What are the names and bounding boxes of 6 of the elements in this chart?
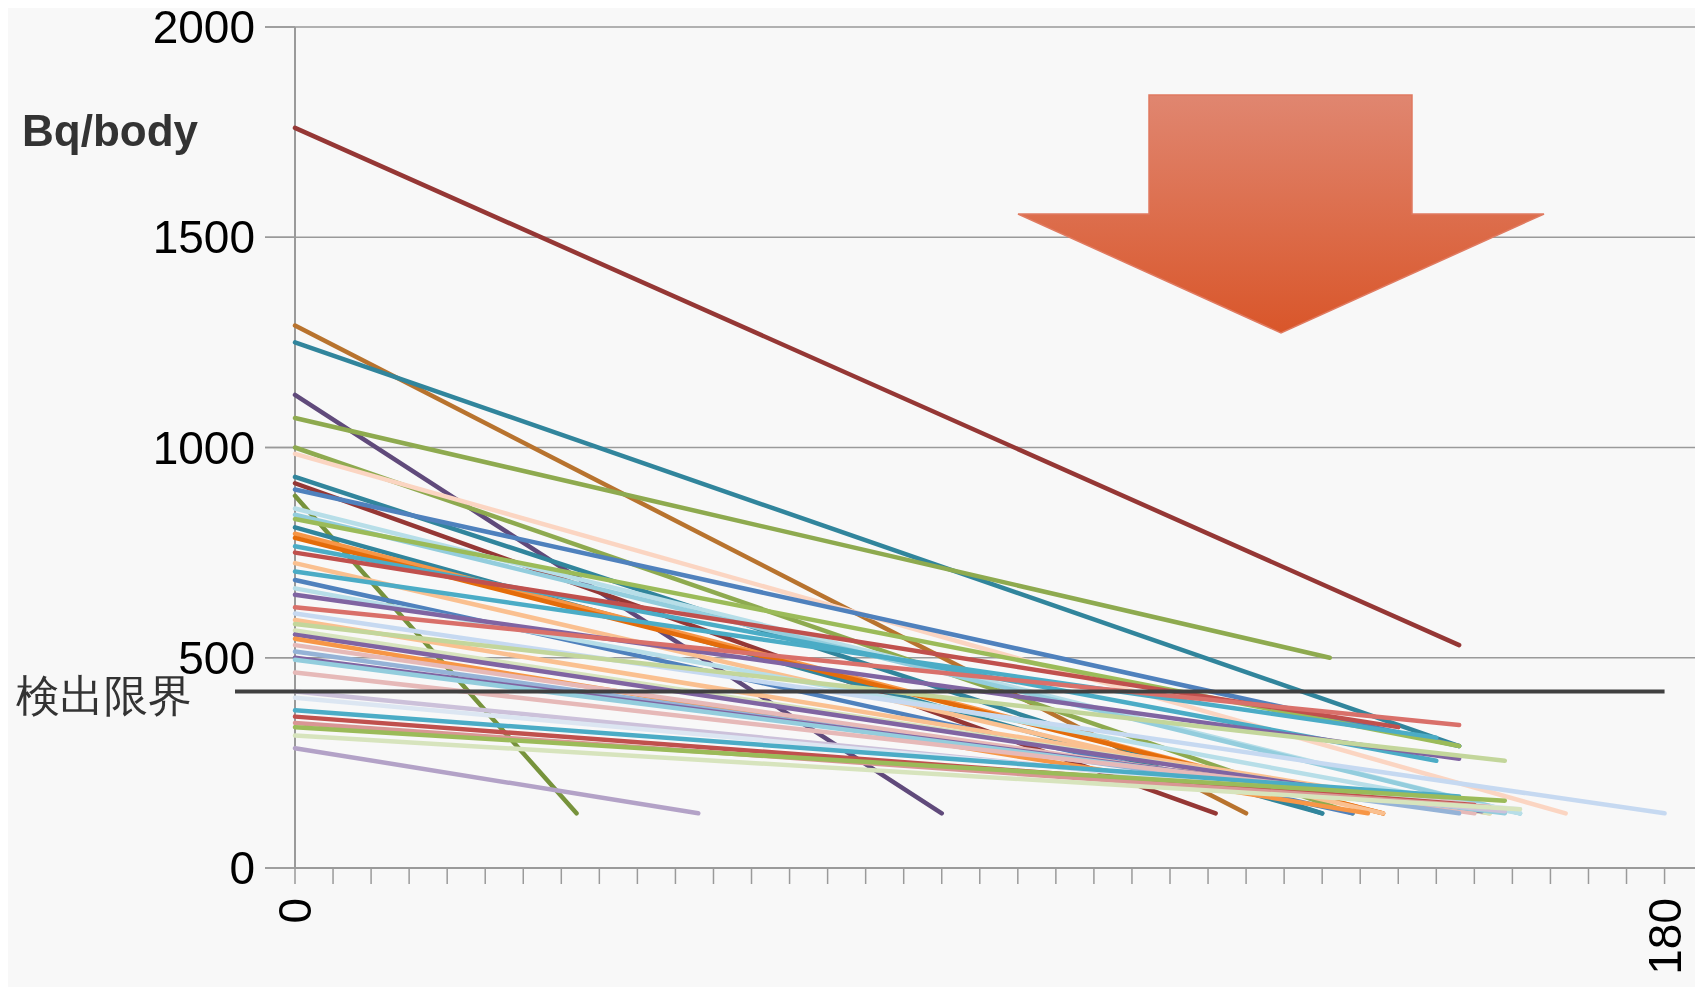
y-tick-label: 0 <box>229 842 255 895</box>
y-tick-label: 2000 <box>152 1 255 54</box>
y-tick-label: 1000 <box>152 421 255 474</box>
y-axis-title: Bq/body <box>22 106 199 155</box>
x-tick-label: 180 <box>1638 898 1691 975</box>
y-tick-label: 1500 <box>152 211 255 264</box>
